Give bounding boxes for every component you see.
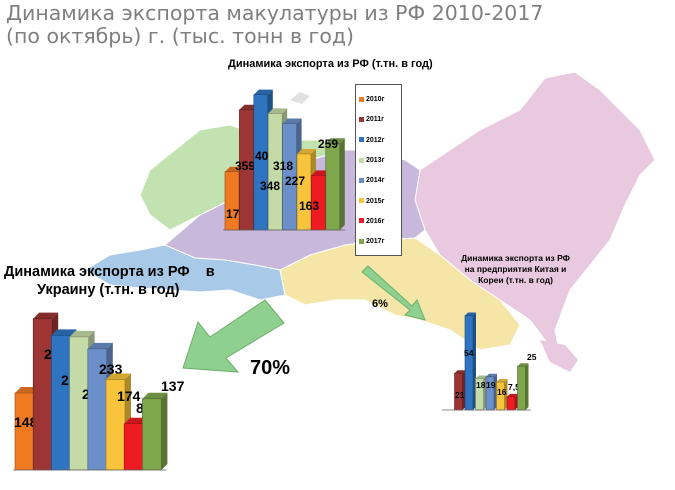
data-label-2015г: 16 [497, 387, 507, 397]
legend-label: 2013г [366, 156, 385, 164]
map-island-north [290, 92, 310, 104]
bar-top [325, 138, 345, 144]
legend-label: 2012г [366, 136, 385, 144]
legend-swatch [359, 116, 364, 122]
china-chart-title-line-2: на предприятия Китая и [464, 264, 567, 274]
bar-top [496, 379, 508, 382]
ukraine-chart-title-line-1: Динамика экспорта из РФ в [4, 264, 215, 280]
data-label-2014г: 318 [273, 159, 293, 173]
legend-item-2014г: 2014г [359, 171, 385, 191]
legend-item-2013г: 2013г [359, 151, 385, 171]
arrow-to-ukraine [182, 299, 285, 373]
bar-top [454, 370, 466, 374]
legend-swatch [359, 238, 364, 244]
map-region-west [84, 244, 286, 301]
bar-top [517, 363, 529, 367]
map-region-far-east [540, 340, 578, 372]
data-label-2010г: 148 [14, 414, 38, 430]
legend-swatch [359, 96, 364, 102]
bar-2017г [142, 398, 162, 471]
legend-swatch [359, 198, 364, 204]
bar-2015г [296, 153, 312, 231]
bar-top [253, 89, 273, 95]
bar-side [161, 392, 168, 470]
data-label-2017г: 259 [318, 137, 338, 151]
bar-top [33, 312, 59, 319]
arrow-to-china [361, 265, 426, 321]
data-label-2014г: 19 [486, 380, 496, 390]
data-label-2015г: 227 [285, 174, 305, 188]
china-chart-title-line-3: Кореи (т.тн. в год) [478, 275, 553, 285]
data-label-2017г: 137 [161, 378, 185, 394]
bar-top [465, 312, 476, 316]
bar-top [297, 148, 316, 154]
bar-2017г [517, 365, 526, 411]
china-chart-title-line-1: Динамика экспорта из РФ [461, 253, 570, 263]
ukraine-chart-title-line-2: Украину (т.тн. в год) [37, 282, 180, 298]
bar-2013г [69, 336, 89, 471]
legend-item-2017г: 2017г [359, 232, 385, 252]
data-label-2014г: 233 [99, 361, 123, 377]
data-label-2013г: 18 [476, 380, 486, 390]
bar-top [51, 329, 77, 336]
bar-2012г [464, 315, 474, 411]
bar-top [69, 330, 95, 337]
china-share-label: 6% [372, 298, 388, 310]
legend-label: 2011г [366, 116, 385, 124]
data-label-2016г: 163 [299, 199, 319, 213]
bar-top [282, 118, 302, 124]
bar-2012г [51, 335, 71, 471]
legend-swatch [359, 177, 364, 183]
data-label-2015г: 174 [117, 388, 141, 404]
bar-2010г [14, 392, 35, 471]
china-chart-title: Динамика экспорта из РФ на предприятия К… [448, 253, 583, 286]
legend-item-2015г: 2015г [359, 192, 385, 212]
bar-2016г [123, 423, 144, 471]
bar-2017г [325, 142, 341, 231]
legend-swatch [359, 157, 364, 163]
data-label-2017г: 25 [527, 352, 537, 362]
bar-top [475, 375, 487, 379]
data-label-2013г: 348 [260, 179, 280, 193]
legend-label: 2016г [366, 217, 385, 225]
bar-top [106, 373, 131, 380]
legend-swatch [359, 218, 364, 224]
bar-2016г [506, 396, 516, 411]
bar-top [486, 373, 497, 377]
slide-title: Динамика экспорта макулатуры из РФ 2010-… [6, 1, 544, 48]
legend-item-2012г: 2012г [359, 131, 385, 151]
ukraine-export-chart: 14829125925623317489137 [13, 312, 185, 471]
legend-swatch [359, 137, 364, 143]
bar-top [142, 392, 168, 399]
data-label-2012г: 54 [464, 348, 474, 358]
ukraine-share-label: 70% [250, 357, 291, 379]
bar-top [268, 108, 288, 114]
legend-item-2016г: 2016г [359, 212, 385, 232]
main-chart-title: Динамика экспорта из РФ (т.тн. в год) [228, 58, 433, 70]
bar-top [87, 342, 113, 349]
data-label-2016г: 7,5 [508, 382, 520, 392]
data-label-2011г: 359 [235, 159, 255, 173]
bar-top [507, 393, 518, 397]
legend-label: 2015г [366, 197, 385, 205]
legend-item-2011г: 2011г [359, 110, 384, 130]
data-label-2011г: 21 [455, 390, 465, 400]
bar-side [525, 363, 529, 410]
chart-legend: 2010г 2011г 2012г 2013г 2014г 2015г 2016г 2017г [355, 84, 402, 256]
legend-label: 2017г [366, 238, 385, 246]
legend-item-2010г: 2010г [359, 90, 385, 110]
bar-2010г [224, 171, 240, 231]
legend-label: 2014г [366, 177, 385, 185]
bar-2011г [32, 318, 53, 471]
legend-label: 2010г [366, 96, 385, 103]
bar-side [339, 138, 345, 230]
